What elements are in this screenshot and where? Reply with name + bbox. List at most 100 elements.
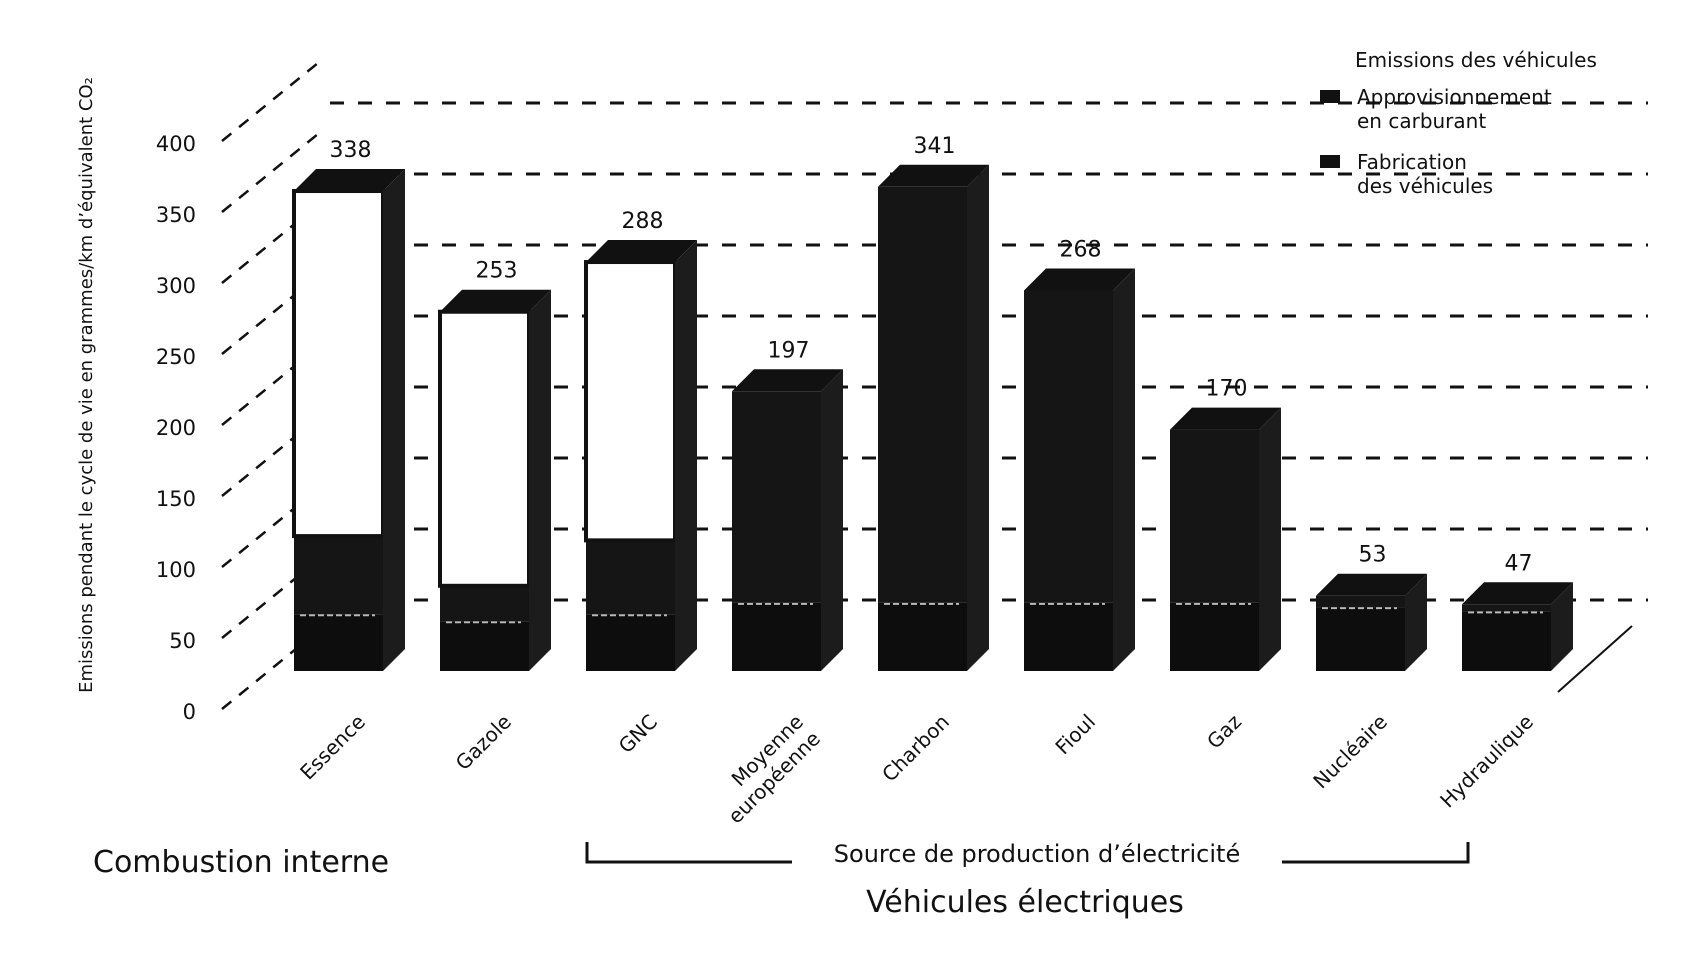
x-tick-label: Nucléaire: [1308, 710, 1392, 794]
y-axis-title: Emissions pendant le cycle de vie en gra…: [76, 77, 97, 693]
x-tick-label: Moyenneeuropéenne: [706, 710, 825, 829]
x-tick-label-line: Charbon: [877, 710, 954, 787]
segment-manufacturing: [440, 621, 529, 671]
group-label-combustion: Combustion interne: [93, 845, 389, 880]
segment-fuel-supply: [294, 536, 383, 615]
x-tick-label: Hydraulique: [1435, 710, 1538, 813]
bar-total-label: 53: [1359, 543, 1387, 568]
segment-fuel-supply: [440, 585, 529, 622]
x-tick-label: Gaz: [1202, 710, 1246, 754]
bar-total-label: 47: [1505, 551, 1533, 576]
segment-fuel-supply: [1462, 604, 1551, 612]
bar-top-face: [1170, 407, 1281, 430]
segment-manufacturing: [732, 602, 821, 671]
x-tick-label-line: Nucléaire: [1308, 710, 1392, 794]
group-label-electric: Véhicules électriques: [866, 885, 1184, 920]
legend-title: Emissions des véhicules: [1355, 48, 1597, 72]
segment-manufacturing: [586, 614, 675, 671]
grid-lines: [221, 62, 1648, 710]
bar-top-face: [294, 169, 405, 192]
bar-total-label: 170: [1206, 377, 1248, 402]
y-axis: 0 50 100 150 200 250 300 350 400: [156, 132, 196, 724]
bar-fioul: 268: [1024, 237, 1135, 671]
legend: Emissions des véhicules Approvisionnemen…: [1320, 48, 1597, 198]
bar-total-label: 341: [914, 134, 956, 159]
bar-gnc: 288: [584, 209, 697, 672]
segment-manufacturing: [1170, 602, 1259, 671]
segment-manufacturing: [878, 602, 967, 671]
y-tick-label: 300: [156, 274, 196, 298]
bar-hydraulique: 47: [1462, 551, 1573, 671]
grid-diagonal-400: [221, 62, 319, 142]
y-tick-label: 150: [156, 487, 196, 511]
legend-label-fuel-line1: Approvisionnement: [1357, 85, 1552, 109]
bar-essence: 338: [292, 138, 405, 672]
bar-total-label: 197: [768, 338, 810, 363]
segment-fuel-supply: [878, 186, 967, 603]
bar-top-face: [1462, 582, 1573, 605]
bar-side-face: [1551, 582, 1573, 671]
x-axis-labels: Essence Gazole GNC Moyenneeuropéenne Charbon…: [295, 710, 1538, 829]
bar-top-face: [1024, 268, 1135, 291]
bar-top-face: [878, 164, 989, 187]
legend-swatch-manufacturing: [1320, 155, 1340, 168]
y-tick-label: 100: [156, 558, 196, 582]
segment-fuel-supply: [1170, 429, 1259, 603]
x-tick-label-line: Hydraulique: [1435, 710, 1538, 813]
y-tick-label: 50: [169, 629, 196, 653]
segment-vehicle-emissions: [292, 189, 385, 539]
bar-moyenne-européenne: 197: [732, 338, 843, 671]
x-tick-label-line: GNC: [614, 710, 662, 758]
bar-total-label: 338: [330, 138, 372, 163]
segment-fuel-supply: [586, 540, 675, 615]
bar-side-face: [1113, 268, 1135, 671]
legend-label-manufacturing-line2: des véhicules: [1357, 174, 1493, 198]
segment-manufacturing: [1462, 611, 1551, 671]
bar-side-face: [383, 169, 405, 672]
bar-top-face: [586, 240, 697, 263]
segment-fuel-supply: [1316, 595, 1405, 608]
x-tick-label-line: Essence: [295, 710, 370, 785]
x-tick-label: Essence: [295, 710, 370, 785]
legend-label-manufacturing-line1: Fabrication: [1357, 150, 1467, 174]
bar-side-face: [675, 240, 697, 672]
bar-total-label: 288: [622, 209, 664, 234]
segment-vehicle-emissions: [584, 260, 677, 543]
y-tick-label: 0: [183, 700, 196, 724]
bar-total-label: 268: [1060, 237, 1102, 262]
segment-manufacturing: [294, 614, 383, 671]
bar-charbon: 341: [878, 134, 989, 671]
x-tick-label-line: Gazole: [451, 710, 516, 775]
bar-gaz: 170: [1170, 377, 1281, 671]
legend-swatch-fuel: [1320, 90, 1340, 103]
bars: 338 253 288 197 341 268 170 53 47: [292, 134, 1573, 672]
floor-edge-line: [1557, 625, 1633, 693]
y-tick-label: 250: [156, 345, 196, 369]
bar-side-face: [821, 369, 843, 671]
bar-gazole: 253: [438, 259, 551, 671]
segment-manufacturing: [1316, 607, 1405, 671]
y-tick-label: 350: [156, 203, 196, 227]
legend-label-fuel-line2: en carburant: [1357, 109, 1486, 133]
x-tick-label-line: Gaz: [1202, 710, 1246, 754]
bar-side-face: [1259, 407, 1281, 671]
bar-side-face: [1405, 573, 1427, 671]
x-tick-label: Charbon: [877, 710, 954, 787]
x-tick-label: Gazole: [451, 710, 516, 775]
bar-total-label: 253: [476, 259, 518, 284]
group-label-source: Source de production d’électricité: [834, 840, 1240, 868]
bar-top-face: [732, 369, 843, 392]
y-tick-label: 400: [156, 132, 196, 156]
segment-fuel-supply: [1024, 290, 1113, 603]
segment-manufacturing: [1024, 602, 1113, 671]
bar-nucléaire: 53: [1316, 543, 1427, 671]
bar-top-face: [1316, 573, 1427, 596]
x-tick-label: GNC: [614, 710, 662, 758]
bar-top-face: [440, 289, 551, 312]
bar-side-face: [967, 164, 989, 671]
x-tick-label: Fioul: [1050, 710, 1100, 760]
y-tick-label: 200: [156, 416, 196, 440]
electric-group-bracket: [585, 842, 1470, 864]
x-tick-label-line: Fioul: [1050, 710, 1100, 760]
bar-side-face: [529, 289, 551, 671]
